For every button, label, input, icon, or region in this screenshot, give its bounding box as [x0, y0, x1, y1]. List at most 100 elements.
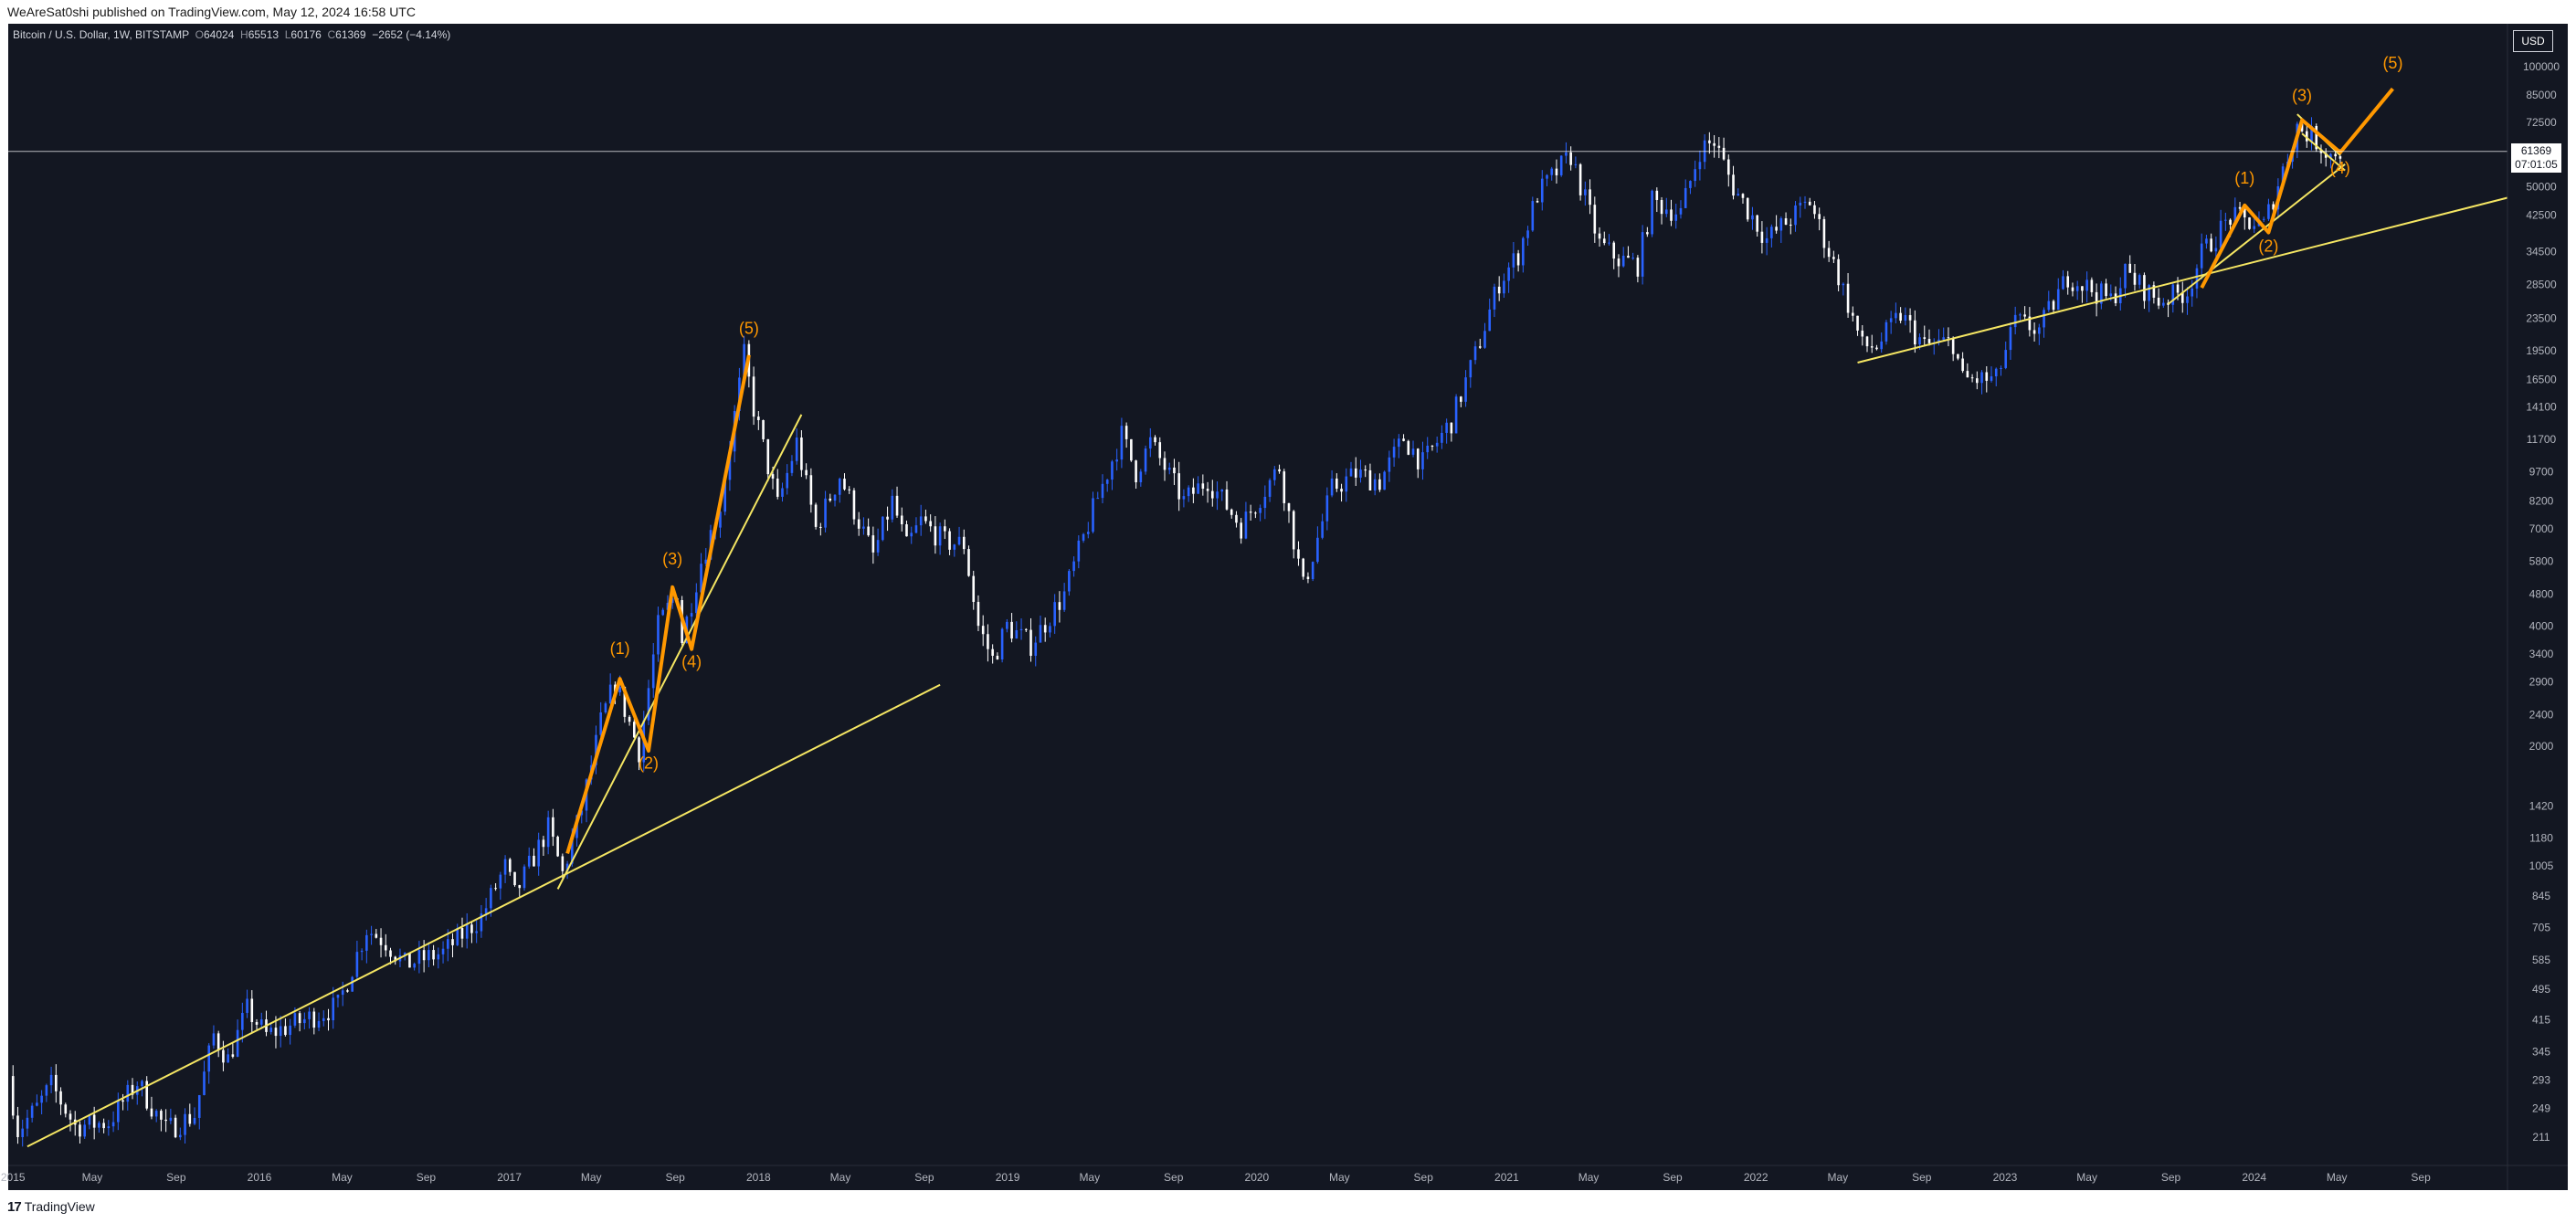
candle-body — [1584, 189, 1587, 195]
candle-body — [1077, 540, 1081, 562]
elliott-wave[interactable] — [2200, 87, 2394, 290]
trendline[interactable] — [1857, 196, 2508, 364]
x-tick-label: 2018 — [746, 1171, 771, 1184]
candle-body — [1726, 159, 1730, 175]
candle-body — [107, 1126, 111, 1129]
waves-layer[interactable]: (1) (2) (3) (4) (5) (1) (2) (3) (4) (5) — [565, 54, 2402, 854]
candle-body — [102, 1123, 105, 1129]
candle-body — [11, 1076, 15, 1116]
candle-body — [1708, 140, 1711, 143]
candle-body — [437, 954, 440, 960]
x-tick-label: May — [1578, 1171, 1599, 1184]
candle-body — [1608, 242, 1610, 244]
candle-body — [972, 575, 976, 602]
candle-body — [2109, 293, 2113, 297]
candle-body — [987, 634, 989, 649]
candle-body — [776, 478, 779, 497]
x-tick-label: Sep — [2411, 1171, 2431, 1184]
candle-body — [1927, 339, 1931, 343]
y-tick-label: 11700 — [2527, 433, 2557, 446]
candle-body — [111, 1122, 115, 1127]
candle-body — [561, 856, 565, 871]
candle-body — [1092, 498, 1094, 532]
trendline[interactable] — [2167, 163, 2346, 305]
trendline[interactable] — [26, 683, 941, 1148]
candle-body — [1306, 576, 1310, 580]
candle-body — [1827, 248, 1831, 258]
candle-body — [2056, 289, 2060, 311]
candle-body — [1336, 478, 1338, 490]
candle-body — [484, 908, 488, 914]
y-tick-label: 14100 — [2526, 401, 2557, 414]
candle-body — [1483, 331, 1486, 348]
candle-body — [2100, 283, 2103, 304]
candle-body — [1737, 194, 1740, 196]
candle-body — [1154, 437, 1156, 443]
candle-body — [2243, 208, 2246, 218]
chart-area[interactable] — [8, 24, 2568, 1190]
candle-body — [117, 1100, 120, 1123]
candle-body — [900, 515, 903, 525]
candle-body — [1574, 163, 1578, 165]
candle-body — [651, 654, 655, 689]
candle-body — [2300, 123, 2304, 132]
candle-body — [36, 1102, 38, 1106]
trendline[interactable] — [2301, 132, 2346, 172]
candle-body — [781, 488, 784, 497]
candle-body — [508, 859, 512, 872]
candle-body — [1105, 480, 1109, 484]
candles-layer — [11, 117, 2342, 1147]
candle-body — [670, 598, 674, 604]
candle-body — [738, 377, 741, 411]
y-tick-label: 42500 — [2526, 209, 2557, 222]
candle-body — [1664, 209, 1668, 215]
candle-body — [2253, 226, 2256, 229]
candle-body — [83, 1124, 87, 1137]
candle-body — [1139, 471, 1143, 483]
candle-body — [1259, 508, 1262, 513]
candle-body — [69, 1113, 72, 1120]
y-tick-label: 845 — [2532, 890, 2550, 902]
wave-label: (2) — [2258, 237, 2278, 255]
y-tick-label: 1180 — [2529, 832, 2553, 845]
currency-button[interactable]: USD — [2513, 30, 2553, 52]
candle-body — [1976, 378, 1979, 384]
candle-body — [1565, 152, 1568, 156]
candle-body — [1770, 227, 1773, 238]
elliott-wave[interactable] — [565, 354, 751, 854]
candle-body — [169, 1117, 173, 1122]
candle-body — [274, 1028, 278, 1037]
candle-body — [1006, 621, 1008, 629]
candle-body — [1488, 309, 1492, 332]
candle-body — [1010, 621, 1013, 639]
trendlines-layer[interactable] — [26, 113, 2508, 1148]
candle-body — [370, 933, 373, 935]
candle-body — [843, 479, 846, 490]
candle-body — [2224, 219, 2227, 221]
trendline[interactable] — [556, 414, 803, 890]
candle-body — [914, 525, 918, 533]
x-tick-label: May — [2327, 1171, 2348, 1184]
x-tick-label: May — [1079, 1171, 1100, 1184]
candle-body — [2028, 316, 2032, 331]
candle-body — [895, 495, 899, 516]
candle-body — [924, 516, 927, 522]
candle-body — [332, 997, 335, 1021]
candle-body — [298, 1013, 301, 1024]
candle-body — [269, 1028, 273, 1032]
candle-body — [1870, 346, 1874, 348]
candle-body — [45, 1085, 48, 1096]
candle-body — [1469, 360, 1473, 378]
y-tick-label: 1420 — [2529, 799, 2554, 812]
y-tick-label: 705 — [2532, 922, 2550, 934]
candle-body — [1569, 152, 1572, 165]
candle-body — [1636, 258, 1640, 277]
x-tick-label: 2023 — [1993, 1171, 2018, 1184]
candle-body — [905, 524, 908, 537]
candle-body — [231, 1054, 235, 1057]
candle-body — [1478, 346, 1482, 348]
candle-body — [1641, 232, 1644, 277]
wave-label: (5) — [2382, 54, 2402, 72]
candle-body — [308, 1011, 311, 1019]
